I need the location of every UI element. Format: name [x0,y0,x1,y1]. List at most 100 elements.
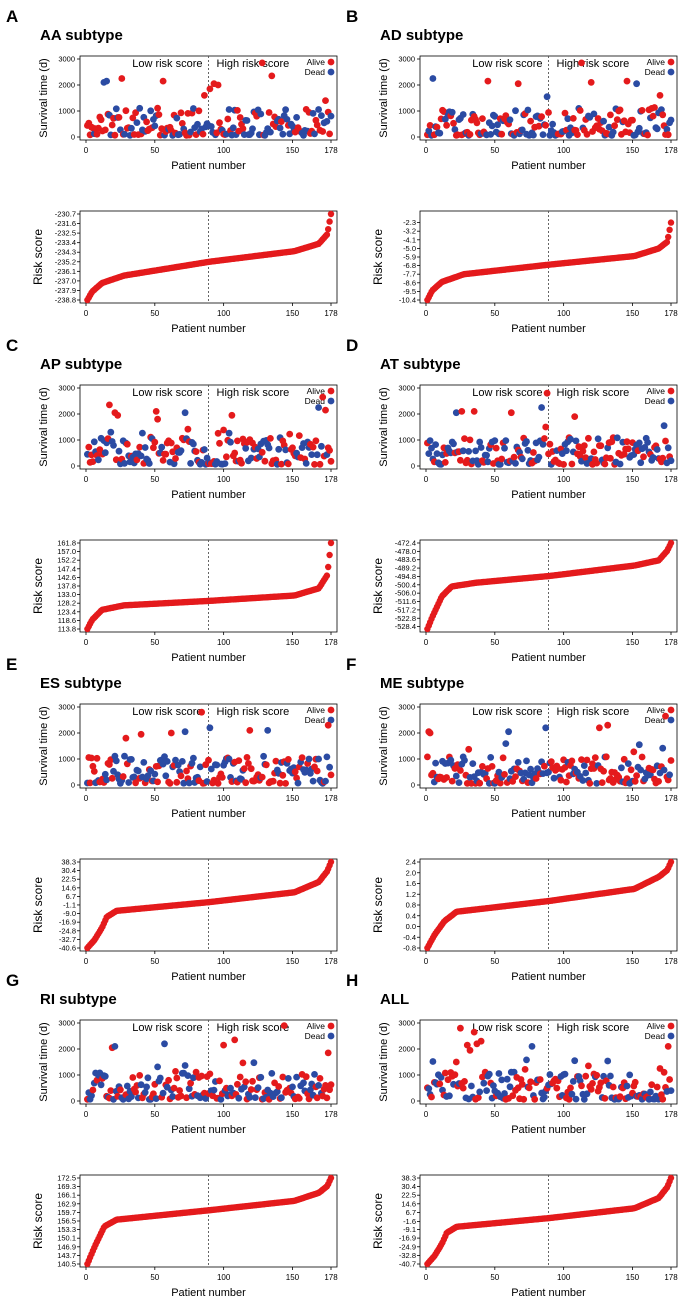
legend-alive-dot [667,706,675,714]
survival-plot: 0 1000 2000 3000 0 50 100 150 178 Patient number S… [38,1019,338,1137]
survival-point [268,1070,276,1077]
survival-point [660,422,668,430]
y-tick-label: -3.2 [403,227,416,236]
low-risk-label: Low risk score [472,706,542,718]
y-tick-label: -40.7 [399,1260,416,1269]
y-tick-label: 172.5 [57,1174,76,1183]
survival-point [101,449,109,457]
survival-point [137,1081,145,1089]
survival-point [216,439,223,447]
survival-point [494,121,501,129]
survival-point [506,116,514,124]
survival-point [143,1083,151,1091]
legend-alive-dot [667,1022,675,1030]
survival-point [121,460,128,467]
risk-points [424,1174,675,1268]
y-tick-label: -506.0 [395,589,416,598]
survival-point [572,1095,580,1103]
x-tick-label: 178 [324,794,338,803]
survival-point [452,1058,460,1066]
survival-point [106,401,113,409]
survival-point [127,124,135,132]
survival-point [293,114,300,121]
risk-plot: 38.330.422.514.66.7-1.1-9.0-16.9-24.8-32… [31,858,338,984]
survival-point [112,757,120,765]
survival-point [249,1077,256,1085]
survival-point [521,1066,529,1073]
panel-letter: A [6,7,18,26]
survival-point [155,111,163,118]
survival-point [97,116,105,124]
survival-point [466,436,474,444]
x-axis-title: Patient number [511,323,586,335]
x-tick-label: 0 [84,1273,89,1282]
survival-point [578,59,585,67]
survival-point [216,1077,223,1085]
survival-point [483,1087,490,1094]
survival-point [129,114,137,122]
panel-title: AP subtype [40,356,122,373]
survival-point [136,1072,144,1079]
y-axis-title: Risk score [31,558,45,614]
survival-point [527,1078,534,1086]
survival-point [571,413,579,420]
x-tick-label: 0 [84,1110,89,1119]
survival-point [86,779,94,787]
x-axis-title: Patient number [171,323,246,335]
y-tick-label: -494.8 [395,572,416,581]
survival-point [111,131,119,139]
survival-point [159,457,167,464]
survival-point [602,753,610,761]
survival-point [284,1075,292,1082]
survival-point [488,763,496,770]
survival-points [84,393,335,468]
y-tick-label: 153.3 [57,1225,76,1234]
survival-point [546,440,554,448]
survival-point [125,779,133,786]
legend-dead-dot [667,1032,675,1040]
y-tick-label: -1.6 [403,1217,416,1226]
survival-point [613,116,621,123]
risk-plot: 38.330.422.514.66.7-1.6-9.1-16.9-24.9-32… [371,1174,678,1300]
risk-point [325,563,332,571]
survival-point [607,111,614,119]
y-tick-label: 147.4 [57,564,76,573]
survival-point [234,437,241,445]
survival-point [275,445,283,453]
survival-point [170,460,178,468]
x-tick-label: 0 [84,794,89,803]
y-axis-title: Risk score [31,877,45,933]
survival-point [514,759,522,766]
y-tick-label: -1.1 [63,900,76,909]
survival-point [315,755,322,763]
survival-point [426,122,434,129]
survival-point [308,451,316,458]
survival-point [223,453,230,461]
survival-point [465,448,473,455]
y-tick-label: 3000 [398,703,415,712]
survival-point [307,1086,314,1094]
survival-point [282,446,289,454]
survival-point [607,454,614,462]
x-tick-label: 0 [424,475,429,484]
survival-point [542,121,550,129]
y-tick-label: 166.1 [57,1191,76,1200]
y-tick-label: 118.6 [58,616,76,625]
y-tick-label: -9.1 [403,1225,416,1234]
survival-point [151,770,159,778]
survival-point [207,123,215,130]
survival-point [318,112,325,119]
x-tick-label: 150 [286,638,300,647]
survival-point [474,1094,482,1101]
x-tick-label: 150 [626,475,640,484]
y-tick-label: -0.4 [403,933,416,942]
risk-point [323,231,331,238]
survival-point [158,443,166,451]
survival-point [587,1085,595,1093]
survival-point [89,1086,97,1094]
legend-dead-dot [327,716,335,724]
y-tick-label: 1.6 [406,879,416,888]
x-tick-label: 0 [84,475,89,484]
